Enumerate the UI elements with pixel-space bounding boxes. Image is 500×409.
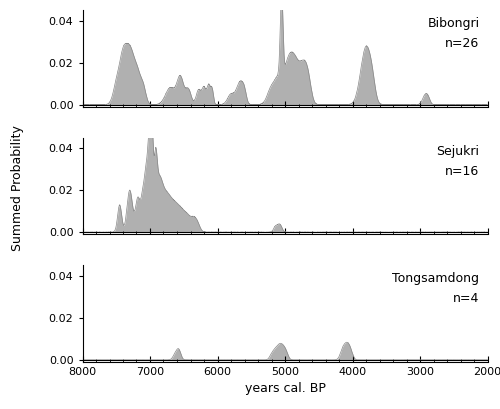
Text: n=16: n=16 xyxy=(445,165,480,178)
Text: Tongsamdong: Tongsamdong xyxy=(392,272,480,285)
Text: Sejukri: Sejukri xyxy=(436,144,480,157)
Text: Bibongri: Bibongri xyxy=(428,17,480,30)
Text: n=26: n=26 xyxy=(445,37,480,50)
X-axis label: years cal. BP: years cal. BP xyxy=(244,382,326,396)
Text: n=4: n=4 xyxy=(453,292,479,306)
Text: Summed Probability: Summed Probability xyxy=(11,125,24,251)
